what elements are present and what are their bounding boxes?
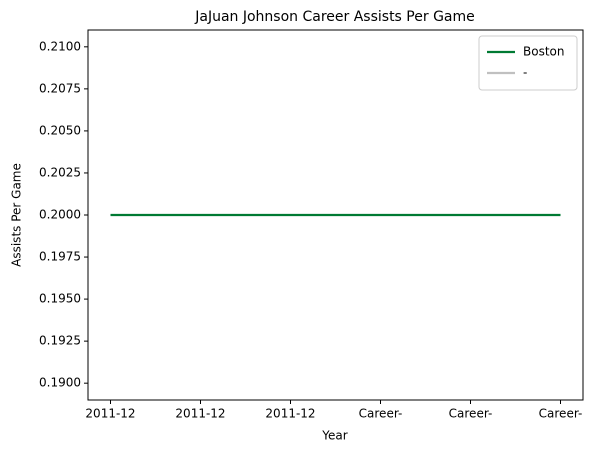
y-tick-label: 0.2100	[39, 39, 81, 53]
y-tick-label: 0.2075	[39, 81, 81, 95]
legend-box	[478, 35, 578, 91]
axes-frame	[87, 29, 584, 401]
x-tick-label: 2011-12	[175, 407, 225, 421]
x-tick-label: 2011-12	[85, 407, 135, 421]
y-axis-label: Assists Per Game	[10, 163, 24, 267]
y-tick-label: 0.1900	[39, 376, 81, 390]
x-tick-label: Career-	[539, 407, 583, 421]
y-tick-label: 0.1925	[39, 334, 81, 348]
x-tick-label: Career-	[359, 407, 403, 421]
y-tick-label: 0.2050	[39, 123, 81, 137]
y-tick-label: 0.2000	[39, 208, 81, 222]
y-tick-label: 0.1975	[39, 250, 81, 264]
x-tick-label: 2011-12	[265, 407, 315, 421]
x-tick-label: Career-	[449, 407, 493, 421]
y-tick-label: 0.1950	[39, 292, 81, 306]
y-tick-label: 0.2025	[39, 165, 81, 179]
x-axis-label: Year	[321, 429, 347, 443]
chart-title: JaJuan Johnson Career Assists Per Game	[194, 9, 475, 25]
legend-label: Boston	[523, 45, 564, 59]
legend-label: -	[523, 66, 527, 80]
